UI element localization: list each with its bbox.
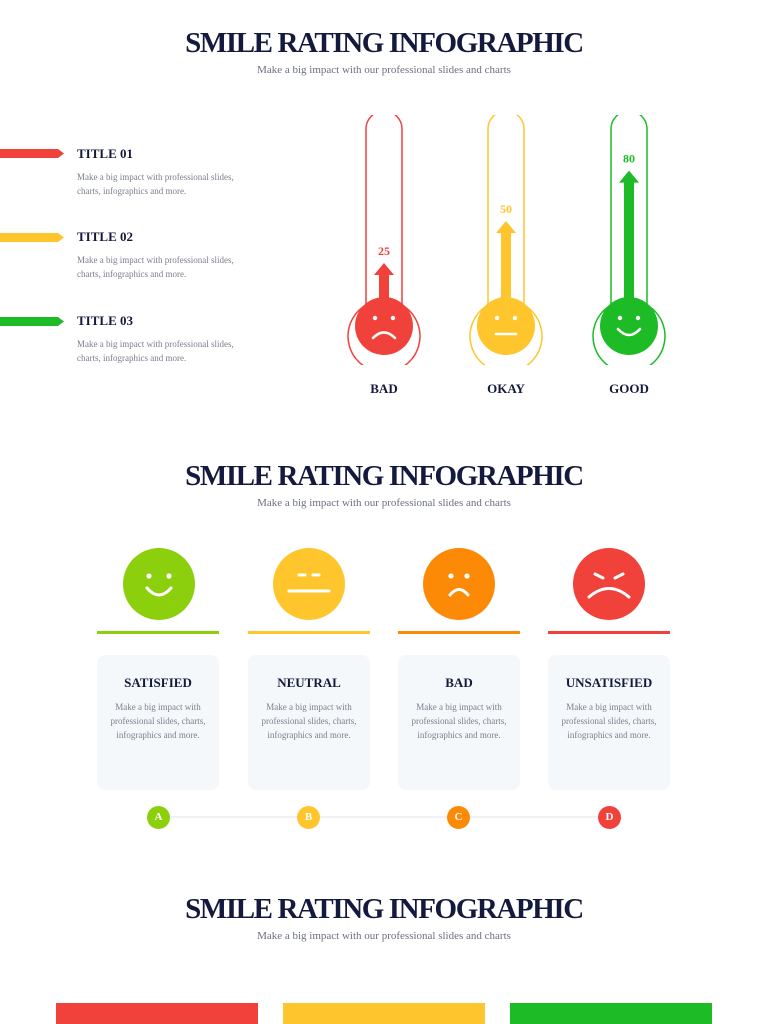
- rating-card-unsatisfied: UNSATISFIED Make a big impact with profe…: [548, 655, 670, 790]
- legend-title-3: TITLE 03: [77, 313, 133, 328]
- step-badge-a: A: [147, 806, 170, 829]
- rating-value: 50: [500, 202, 512, 216]
- section1-title: SMILE RATING INFOGRAPHIC: [185, 27, 584, 59]
- thermometer-good: 80: [592, 115, 666, 365]
- divider-unsatisfied: [548, 631, 670, 634]
- happy-face-icon: [600, 297, 658, 355]
- card-title: SATISFIED: [124, 675, 192, 690]
- step-badge-c: C: [447, 806, 470, 829]
- thermometer-okay: 50: [469, 115, 543, 365]
- color-bar-green: [510, 1003, 712, 1024]
- section1-subtitle: Make a big impact with our professional …: [257, 64, 511, 76]
- legend-title-2: TITLE 02: [77, 229, 133, 244]
- rating-card-satisfied: SATISFIED Make a big impact with profess…: [97, 655, 219, 790]
- arrow-right-icon: [0, 317, 64, 326]
- sad-face-icon: [423, 548, 495, 620]
- legend-desc-1: Make a big impact with professional slid…: [77, 172, 234, 196]
- legend-desc-2: Make a big impact with professional slid…: [77, 255, 234, 279]
- section2-title: SMILE RATING INFOGRAPHIC: [185, 460, 584, 492]
- very-sad-face-icon: [573, 548, 645, 620]
- divider-satisfied: [97, 631, 219, 634]
- divider-bad: [398, 631, 520, 634]
- neutral-face-icon: [273, 548, 345, 620]
- card-desc: Make a big impact with professional slid…: [261, 702, 357, 740]
- thermometer-label-good: GOOD: [609, 381, 649, 396]
- card-desc: Make a big impact with professional slid…: [561, 702, 657, 740]
- sad-face-icon: [355, 297, 413, 355]
- rating-card-bad: BAD Make a big impact with professional …: [398, 655, 520, 790]
- arrow-right-icon: [0, 233, 64, 242]
- legend-title-1: TITLE 01: [77, 146, 133, 161]
- rating-value: 80: [623, 152, 635, 166]
- card-title: UNSATISFIED: [565, 675, 653, 690]
- card-desc: Make a big impact with professional slid…: [110, 702, 206, 740]
- arrow-up-icon: [619, 170, 639, 183]
- legend-desc-3: Make a big impact with professional slid…: [77, 339, 234, 363]
- card-title: NEUTRAL: [277, 675, 341, 690]
- neutral-face-icon: [477, 297, 535, 355]
- step-badge-d: D: [598, 806, 621, 829]
- rating-value: 25: [378, 244, 390, 258]
- arrow-up-icon: [496, 221, 516, 233]
- card-title: BAD: [445, 675, 473, 690]
- card-desc: Make a big impact with professional slid…: [411, 702, 507, 740]
- step-connector: [158, 816, 610, 818]
- section3-subtitle: Make a big impact with our professional …: [257, 930, 511, 942]
- section3-title: SMILE RATING INFOGRAPHIC: [185, 893, 584, 925]
- thermometer-stem: [624, 180, 634, 305]
- thermometer-label-bad: BAD: [370, 381, 398, 396]
- thermometer-label-okay: OKAY: [487, 381, 525, 396]
- happy-face-icon: [123, 548, 195, 620]
- arrow-up-icon: [374, 263, 394, 275]
- rating-card-neutral: NEUTRAL Make a big impact with professio…: [248, 655, 370, 790]
- arrow-right-icon: [0, 149, 64, 158]
- thermometer-stem: [501, 231, 511, 305]
- divider-neutral: [248, 631, 370, 634]
- color-bar-red: [56, 1003, 258, 1024]
- color-bar-yellow: [283, 1003, 485, 1024]
- thermometer-stem: [379, 273, 389, 305]
- step-badge-b: B: [297, 806, 320, 829]
- thermometer-bad: 25: [347, 115, 421, 365]
- section2-subtitle: Make a big impact with our professional …: [257, 497, 511, 509]
